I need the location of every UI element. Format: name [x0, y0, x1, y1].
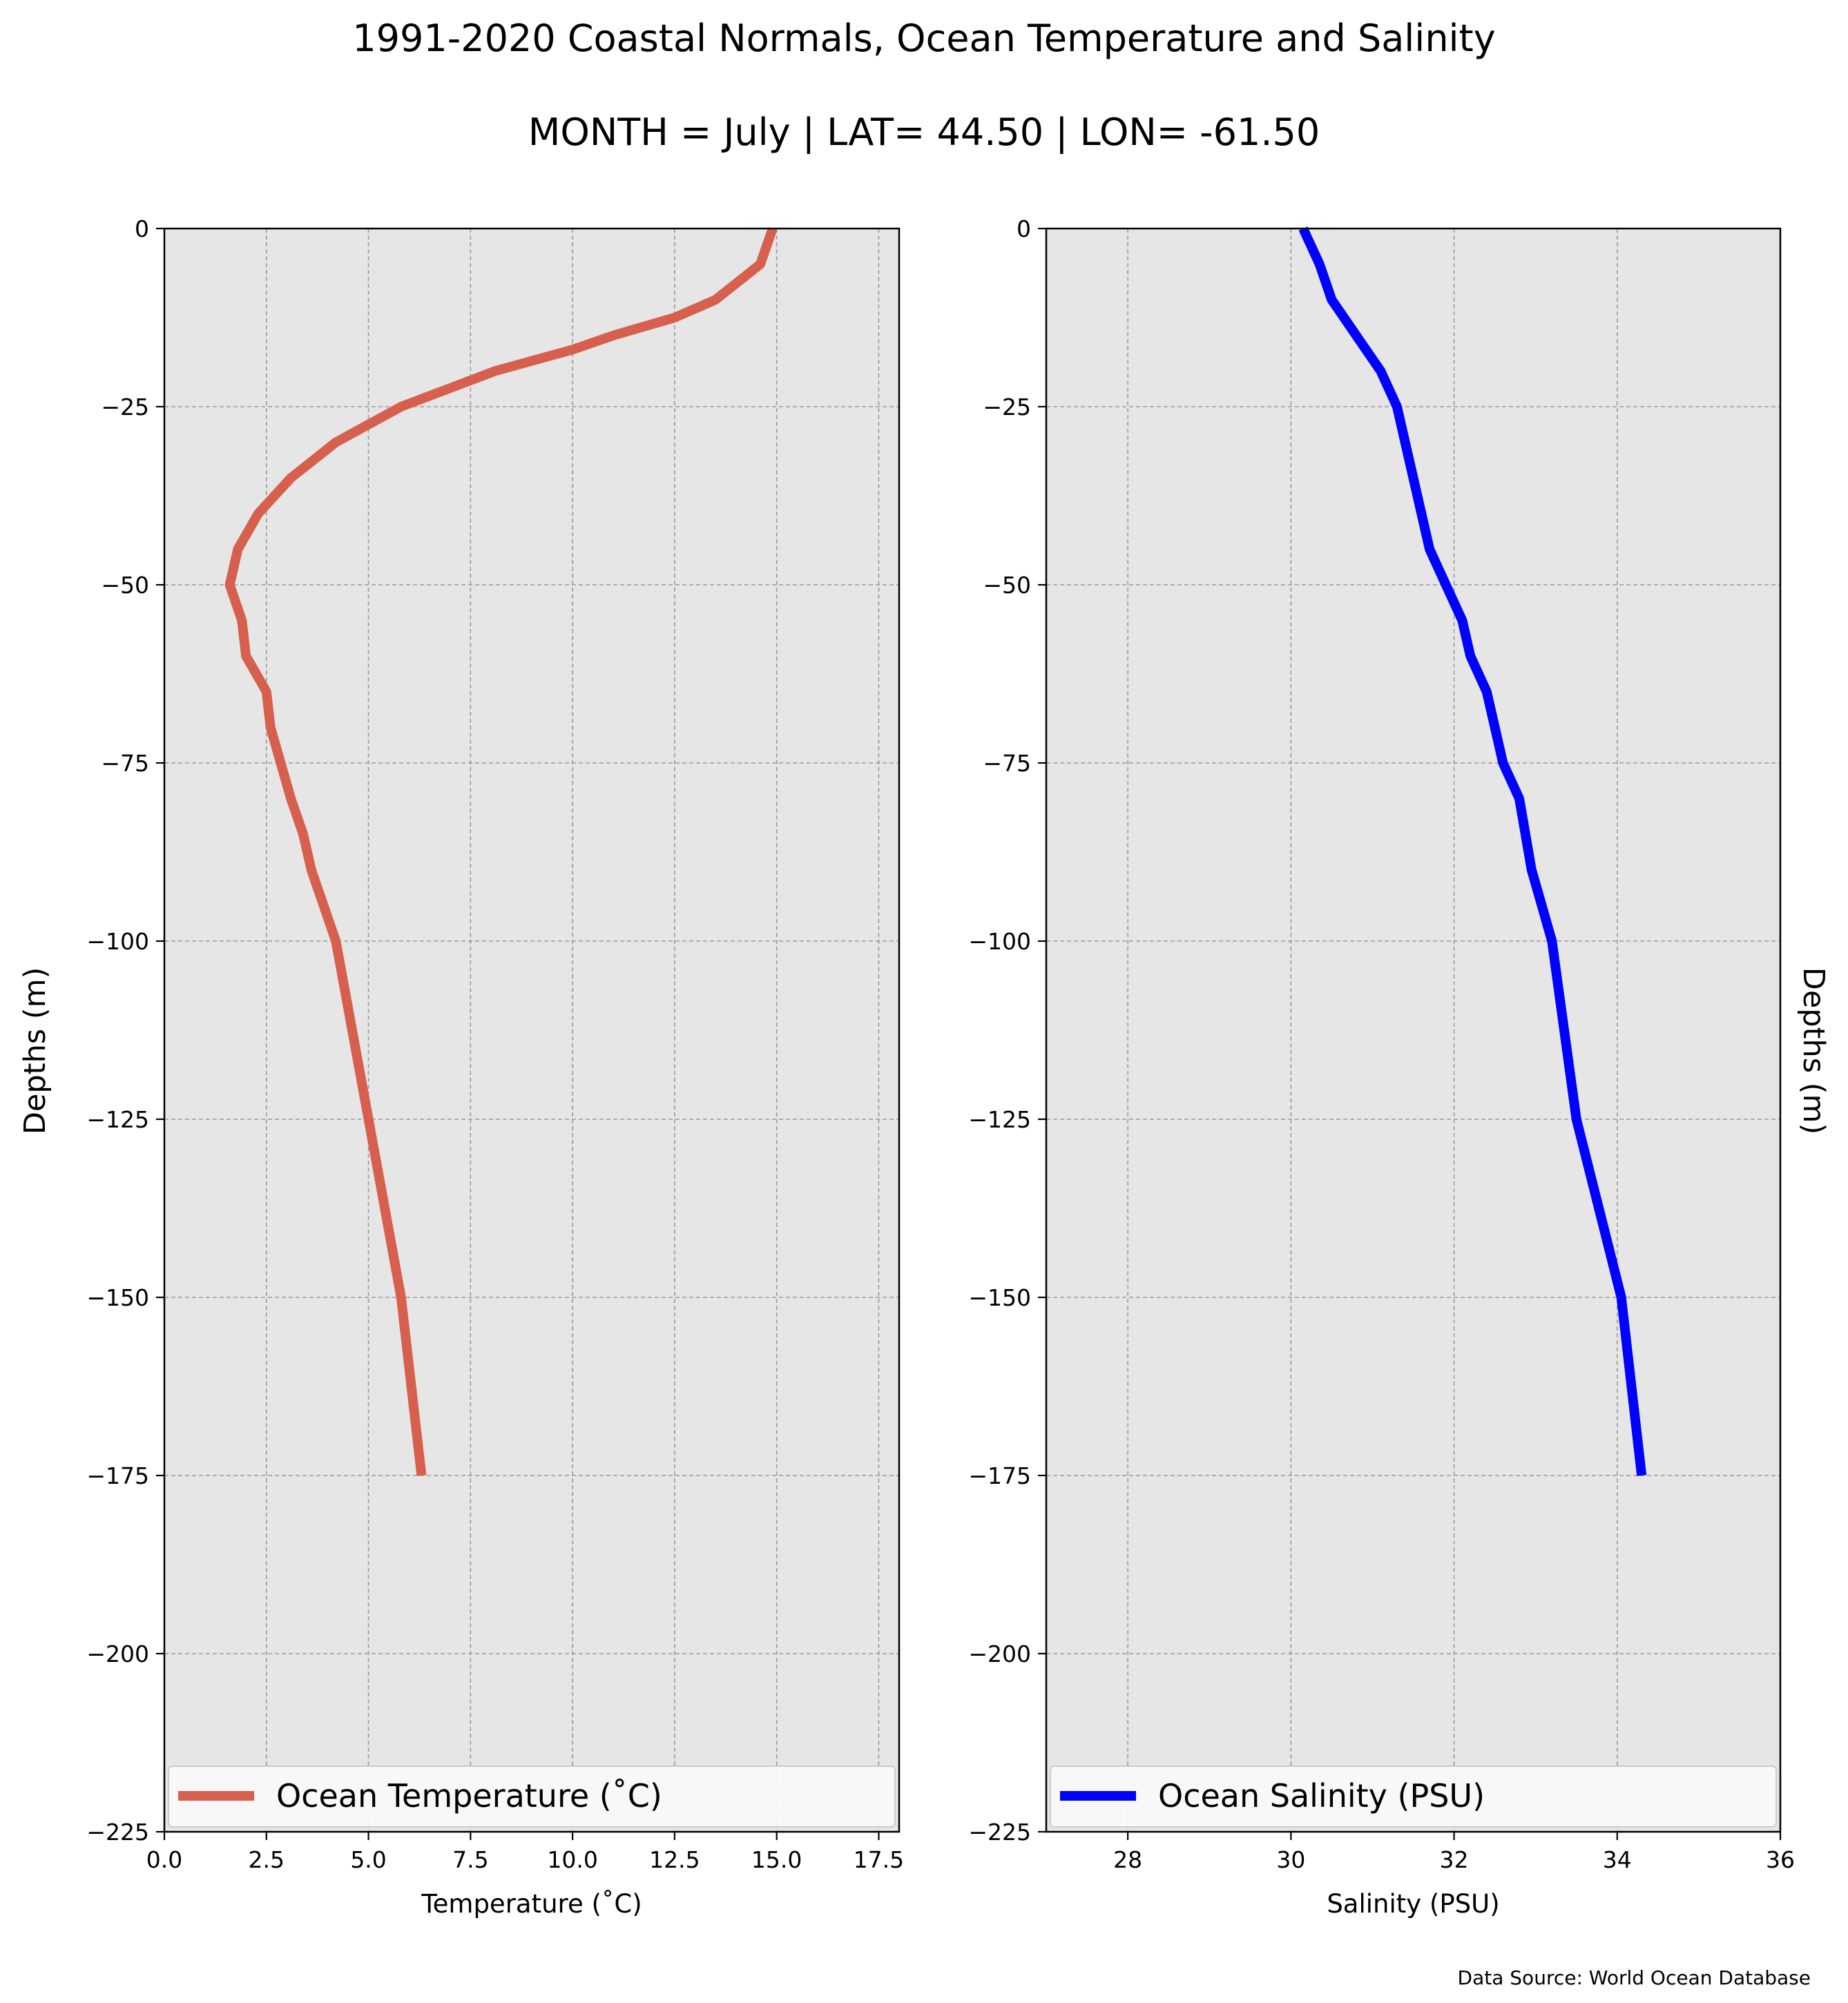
y-tick-label: −225: [968, 1819, 1031, 1846]
left-y-axis-label: Depths (m): [18, 967, 52, 1134]
y-tick-label: −75: [101, 750, 149, 777]
temperature-series-line: [224, 226, 778, 1476]
chart-title: 1991-2020 Coastal Normals, Ocean Tempera…: [352, 17, 1495, 60]
y-tick-label: −200: [86, 1641, 149, 1667]
legend: Ocean Temperature (˚C): [168, 1765, 896, 1828]
temperature-panel: 0.0 2.5 5.0 7.5 10.0 12.5 15.0 17.5 0 −25 −50 −75 −1…: [86, 215, 904, 1919]
y-tick-label: −100: [86, 928, 149, 955]
x-tick-label: 7.5: [452, 1846, 488, 1873]
plot-background: [164, 229, 899, 1832]
legend-label: Ocean Salinity (PSU): [1158, 1777, 1485, 1815]
legend-label: Ocean Temperature (˚C): [276, 1777, 662, 1815]
y-tick-label: −25: [983, 394, 1031, 420]
x-tick-label: 36: [1766, 1846, 1795, 1873]
x-tick-label: 10.0: [547, 1846, 597, 1873]
y-tick-label: −50: [101, 572, 149, 599]
y-tick-label: −50: [983, 572, 1031, 599]
legend-box: [1050, 1765, 1777, 1828]
source-note: Data Source: World Ocean Database: [1458, 1966, 1811, 1989]
y-tick-label: −125: [86, 1106, 149, 1133]
x-tick-label: 5.0: [350, 1846, 386, 1873]
x-tick-label: 17.5: [854, 1846, 904, 1873]
axes-frame: [1045, 227, 1782, 1833]
right-y-axis-label: Depths (m): [1796, 967, 1831, 1134]
x-tick-label: 12.5: [649, 1846, 700, 1873]
salinity-series-line: [1298, 226, 1647, 1476]
axes-frame: [163, 227, 901, 1833]
y-tick-label: −150: [968, 1284, 1031, 1311]
x-tick-label: 15.0: [751, 1846, 802, 1873]
y-tick-label: 0: [135, 215, 149, 242]
y-tick-label: 0: [1017, 215, 1031, 242]
y-tick-label: −175: [968, 1462, 1031, 1489]
y-tick-label: −225: [86, 1819, 149, 1846]
legend-box: [168, 1765, 896, 1828]
y-tick-label: −125: [968, 1106, 1031, 1133]
x-tick-label: 28: [1113, 1846, 1142, 1873]
x-tick-label: 30: [1276, 1846, 1305, 1873]
x-tick-label: 0.0: [146, 1846, 182, 1873]
x-tick-label: 32: [1440, 1846, 1469, 1873]
x-axis-label: Salinity (PSU): [1327, 1889, 1499, 1919]
legend: Ocean Salinity (PSU): [1050, 1765, 1777, 1828]
x-tick-label: 34: [1603, 1846, 1632, 1873]
salinity-panel: 28 30 32 34 36 0 −25 −50 −75 −100 −125 −150 −175 −200…: [968, 215, 1795, 1919]
chart-subtitle: MONTH = July | LAT= 44.50 | LON= -61.50: [528, 110, 1320, 154]
y-tick-label: −75: [983, 750, 1031, 777]
x-tick-label: 2.5: [249, 1846, 285, 1873]
y-tick-label: −25: [101, 394, 149, 420]
x-axis-label: Temperature (˚C): [421, 1889, 642, 1919]
y-tick-label: −175: [86, 1462, 149, 1489]
y-tick-label: −150: [86, 1284, 149, 1311]
y-tick-label: −200: [968, 1641, 1031, 1667]
y-tick-label: −100: [968, 928, 1031, 955]
